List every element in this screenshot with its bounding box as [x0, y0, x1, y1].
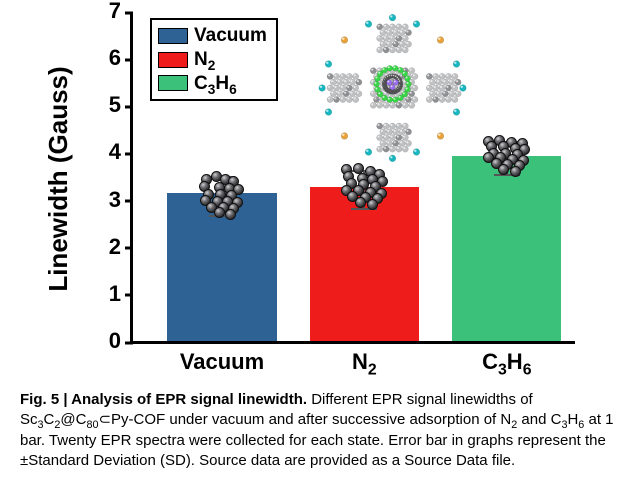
bar-n2	[310, 187, 419, 341]
legend-item: C3H6	[158, 72, 268, 96]
legend-label: N2	[194, 48, 215, 72]
x-category-label: Vacuum	[180, 341, 264, 375]
bar-c3h6	[452, 156, 561, 341]
legend-box: VacuumN2C3H6	[150, 18, 278, 101]
caption-lead: Fig. 5 | Analysis of EPR signal linewidt…	[20, 391, 307, 408]
y-tick-label: 7	[109, 0, 133, 22]
legend-item: N2	[158, 48, 268, 72]
data-point	[225, 209, 236, 220]
legend-swatch	[158, 75, 188, 91]
legend-swatch	[158, 28, 188, 44]
data-point	[214, 207, 225, 218]
x-category-label: C3H6	[482, 341, 531, 375]
y-tick-label: 4	[109, 141, 133, 163]
figure-caption: Fig. 5 | Analysis of EPR signal linewidt…	[20, 390, 620, 471]
x-category-label: N2	[352, 341, 377, 375]
data-point	[498, 164, 509, 175]
legend-item: Vacuum	[158, 24, 268, 48]
y-axis-title: Linewidth (Gauss)	[43, 66, 74, 291]
legend-label: Vacuum	[194, 24, 267, 48]
legend-swatch	[158, 52, 188, 68]
legend-label: C3H6	[194, 72, 237, 96]
y-tick-label: 5	[109, 94, 133, 116]
y-tick-label: 0	[109, 330, 133, 352]
y-tick-label: 6	[109, 47, 133, 69]
figure: 01234567VacuumN2C3H6 Linewidth (Gauss) V…	[0, 0, 640, 501]
y-tick-label: 2	[109, 236, 133, 258]
y-tick-label: 1	[109, 283, 133, 305]
y-tick-label: 3	[109, 189, 133, 211]
